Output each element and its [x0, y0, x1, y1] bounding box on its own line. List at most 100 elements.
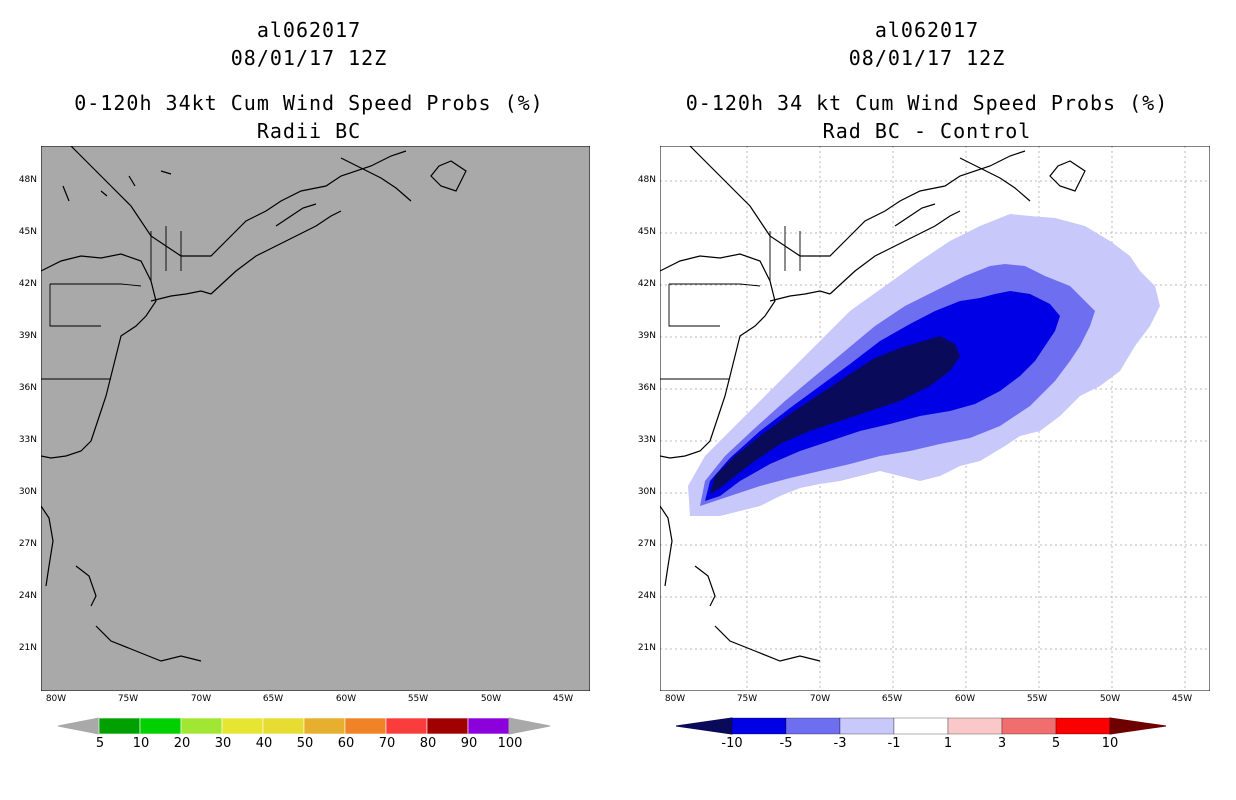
colorbar-label: 3 [997, 736, 1007, 751]
colorbar-swatch [98, 717, 141, 735]
lon-tick-label: 55W [1026, 694, 1048, 704]
state-borders [660, 226, 801, 380]
colorbar-swatch [180, 717, 223, 735]
state-borders [41, 226, 182, 380]
lat-tick-label: 30N [637, 487, 656, 497]
lon-tick-label: 80W [45, 694, 67, 704]
colorbar-label: 10 [132, 736, 150, 751]
colorbar-swatch [839, 717, 895, 735]
colorbar-swatch [426, 717, 469, 735]
lat-tick-label: 21N [637, 643, 656, 653]
left-panel: al062017 08/01/17 12Z 0-120h 34kt Cum Wi… [19, 18, 590, 751]
lat-tick-label: 36N [18, 383, 37, 393]
lat-tick-label: 39N [18, 331, 37, 341]
lon-tick-label: 80W [664, 694, 686, 704]
colorbar [675, 715, 1172, 741]
datetime: 08/01/17 12Z [230, 46, 388, 70]
lat-tick-label: 48N [18, 175, 37, 185]
colorbar-high-arrow [508, 717, 551, 735]
lon-tick-label: 60W [335, 694, 357, 704]
colorbar-swatch [893, 717, 949, 735]
colorbar-label: -10 [721, 736, 743, 751]
colorbar-label: -5 [779, 736, 793, 751]
map-background [41, 146, 590, 691]
lon-tick-label: 75W [117, 694, 139, 704]
product-title: 0-120h 34kt Cum Wind Speed Probs (%) [74, 91, 544, 115]
colorbar-label: 100 [497, 736, 523, 751]
lat-tick-label: 42N [637, 279, 656, 289]
colorbar-label: 70 [378, 736, 396, 751]
lat-tick-label: 39N [637, 331, 656, 341]
lon-tick-label: 45W [1171, 694, 1193, 704]
colorbar-swatch [344, 717, 387, 735]
lat-tick-label: 33N [637, 435, 656, 445]
colorbar-low-arrow [675, 717, 733, 735]
subtitle: Radii BC [256, 119, 362, 143]
right-panel: al062017 08/01/17 12Z 0-120h 34 kt Cum W… [618, 0, 1236, 800]
lat-tick-label: 24N [18, 591, 37, 601]
colorbar-swatches [57, 717, 551, 735]
lon-tick-label: 50W [480, 694, 502, 704]
lon-tick-label: 70W [190, 694, 212, 704]
difference-map: 48N 45N 42N 39N 36N 33N 30N 27N 24N 21N … [638, 146, 1210, 704]
colorbar-swatches [675, 717, 1167, 735]
lat-tick-label: 24N [637, 591, 656, 601]
lat-tick-label: 27N [18, 539, 37, 549]
colorbar-swatch [785, 717, 841, 735]
colorbar-swatch [467, 717, 510, 735]
probability-map: 48N 45N 42N 39N 36N 33N 30N 27N 24N 21N … [19, 146, 590, 704]
colorbar-swatch [221, 717, 264, 735]
colorbar-label: 50 [296, 736, 314, 751]
colorbar-label: 40 [255, 736, 273, 751]
storm-id: al062017 [256, 18, 362, 42]
colorbar-label: 1 [943, 736, 953, 751]
coastlines [660, 146, 1086, 662]
map-canvas [41, 146, 590, 691]
lat-tick-label: 30N [18, 487, 37, 497]
lat-tick-label: 27N [637, 539, 656, 549]
lon-tick-label: 75W [736, 694, 758, 704]
lon-tick-label: 55W [407, 694, 429, 704]
colorbar-label: 5 [95, 736, 105, 751]
colorbar-swatch [262, 717, 305, 735]
probability-difference-shading [688, 214, 1160, 516]
lon-tick-label: 45W [552, 694, 574, 704]
colorbar-high-arrow [1109, 717, 1167, 735]
map-canvas [660, 146, 1210, 691]
colorbar-swatch [731, 717, 787, 735]
lat-tick-label: 45N [637, 227, 656, 237]
colorbar-swatch [303, 717, 346, 735]
subtitle: Rad BC - Control [822, 119, 1032, 143]
colorbar-label: 10 [1101, 736, 1119, 751]
colorbar-label: 30 [214, 736, 232, 751]
lon-tick-label: 65W [262, 694, 284, 704]
lon-tick-label: 65W [881, 694, 903, 704]
lat-tick-label: 42N [18, 279, 37, 289]
colorbar-label: 5 [1051, 736, 1061, 751]
lat-tick-label: 36N [637, 383, 656, 393]
coastlines [41, 146, 467, 662]
colorbar-swatch [139, 717, 182, 735]
colorbar-label: 90 [460, 736, 478, 751]
colorbar-label: -3 [833, 736, 847, 751]
colorbar-label: 80 [419, 736, 437, 751]
colorbar-swatch [1055, 717, 1111, 735]
datetime: 08/01/17 12Z [848, 46, 1006, 70]
lat-tick-label: 33N [18, 435, 37, 445]
lon-tick-label: 50W [1099, 694, 1121, 704]
colorbar-swatch [947, 717, 1003, 735]
colorbar-label: -1 [887, 736, 901, 751]
lat-tick-label: 48N [637, 175, 656, 185]
lat-tick-label: 45N [18, 227, 37, 237]
colorbar-swatch [385, 717, 428, 735]
colorbar-swatch [1001, 717, 1057, 735]
shade-band-below-minus10 [710, 336, 960, 494]
colorbar [57, 715, 554, 741]
lon-tick-label: 60W [954, 694, 976, 704]
colorbar-label: 20 [173, 736, 191, 751]
storm-id: al062017 [874, 18, 980, 42]
colorbar-low-arrow [57, 717, 100, 735]
product-title: 0-120h 34 kt Cum Wind Speed Probs (%) [685, 91, 1169, 115]
colorbar-label: 60 [337, 736, 355, 751]
lon-tick-label: 70W [809, 694, 831, 704]
